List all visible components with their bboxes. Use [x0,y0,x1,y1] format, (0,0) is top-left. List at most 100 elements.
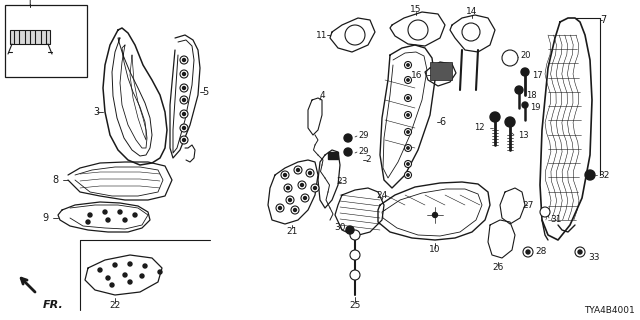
Circle shape [123,218,127,222]
Circle shape [281,171,289,179]
Circle shape [433,212,438,218]
Circle shape [408,20,428,40]
Bar [328,152,338,159]
Bar [5,5,87,77]
Circle shape [284,184,292,192]
Circle shape [301,183,303,187]
Bar [430,62,452,80]
Circle shape [182,73,186,76]
Circle shape [182,59,186,61]
Circle shape [404,61,412,68]
Text: 14: 14 [467,7,477,17]
Circle shape [521,68,529,76]
Circle shape [308,172,312,174]
Circle shape [143,264,147,268]
Circle shape [502,50,518,66]
Circle shape [404,145,412,151]
Circle shape [303,196,307,199]
Text: 18: 18 [526,91,536,100]
Circle shape [182,86,186,90]
Circle shape [182,99,186,101]
Text: 1: 1 [27,0,33,8]
Text: 29: 29 [358,132,369,140]
Text: 2: 2 [365,156,371,164]
Text: TYA4B4001: TYA4B4001 [584,306,635,315]
Circle shape [522,102,528,108]
Circle shape [294,166,302,174]
Circle shape [180,84,188,92]
Text: 24: 24 [376,190,388,199]
Circle shape [180,70,188,78]
Text: 31: 31 [550,215,561,225]
Circle shape [113,263,117,267]
Text: 6: 6 [439,117,445,127]
Circle shape [585,170,595,180]
Text: 32: 32 [598,171,609,180]
Circle shape [350,250,360,260]
Text: 15: 15 [410,5,422,14]
Text: 3: 3 [93,107,99,117]
Text: 4: 4 [319,91,325,100]
Circle shape [523,247,533,257]
Circle shape [407,174,409,176]
Circle shape [350,230,360,240]
Circle shape [301,194,309,202]
Text: 23: 23 [336,178,348,187]
Circle shape [140,274,144,278]
Circle shape [291,206,299,214]
Circle shape [407,114,409,116]
Circle shape [404,161,412,167]
Circle shape [128,262,132,266]
Text: 29: 29 [358,148,369,156]
Circle shape [404,76,412,84]
Circle shape [306,169,314,177]
Text: 21: 21 [286,228,298,236]
Circle shape [462,23,480,41]
Circle shape [505,117,515,127]
Circle shape [407,97,409,99]
Circle shape [118,210,122,214]
Text: 13: 13 [518,131,529,140]
Circle shape [278,206,282,210]
Circle shape [345,25,365,45]
Text: 5: 5 [202,87,208,97]
Circle shape [575,247,585,257]
Circle shape [284,173,287,177]
Circle shape [287,187,289,189]
Circle shape [103,210,107,214]
Circle shape [180,124,188,132]
Circle shape [404,129,412,135]
Text: 20: 20 [520,51,531,60]
Text: 25: 25 [349,300,361,309]
Circle shape [294,209,296,212]
Circle shape [407,147,409,149]
Circle shape [180,96,188,104]
Circle shape [296,169,300,172]
Circle shape [180,136,188,144]
Circle shape [526,250,530,254]
Circle shape [404,94,412,101]
Text: 26: 26 [492,263,504,273]
Circle shape [106,276,110,280]
Circle shape [404,172,412,179]
Circle shape [110,283,114,287]
Circle shape [350,270,360,280]
Text: 27: 27 [522,201,534,210]
Circle shape [578,250,582,254]
Text: 8: 8 [52,175,58,185]
Circle shape [180,110,188,118]
Text: 10: 10 [429,245,441,254]
Circle shape [289,198,291,202]
Circle shape [311,184,319,192]
Text: FR.: FR. [43,300,64,310]
Circle shape [505,53,515,63]
Text: 30: 30 [334,223,346,233]
Circle shape [407,79,409,81]
Bar [10,30,50,44]
Circle shape [344,148,352,156]
Circle shape [182,126,186,130]
Circle shape [133,213,137,217]
Circle shape [346,226,354,234]
Circle shape [540,207,550,217]
Text: 12: 12 [474,124,485,132]
